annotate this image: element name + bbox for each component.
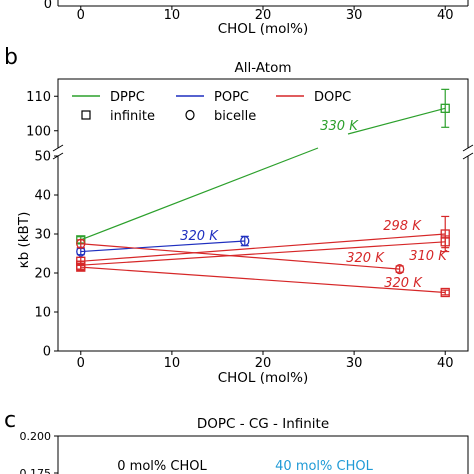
legend-label-popc: POPC (214, 90, 249, 105)
legend-label-dppc: DPPC (110, 90, 145, 105)
legend-label-infinite: infinite (110, 109, 155, 124)
top-x-tick-label: 30 (346, 8, 363, 23)
panel-b-title: All-Atom (234, 60, 291, 76)
x-tick-label: 10 (164, 356, 181, 371)
lower-y-tick-label: 0 (43, 345, 51, 360)
panel-c-annotation-0-chol: 0 mol% CHOL (117, 459, 207, 474)
axis-break-mark (462, 152, 474, 160)
panel-c-axes-frame (57, 435, 469, 474)
upper-axes-frame (57, 78, 469, 148)
lower-y-tick-label: 20 (34, 267, 51, 282)
data-point-circle (240, 235, 250, 247)
upper-y-tick-label: 100 (26, 124, 51, 139)
panel-c-y-tick-label: 0.200 (20, 430, 52, 443)
lower-y-tick-label: 10 (34, 306, 51, 321)
series-temperature-label: 320 K (346, 251, 385, 266)
legend-circle-marker (185, 109, 195, 121)
data-point-square (440, 103, 450, 113)
data-point-square (76, 262, 86, 272)
series-line (80, 147, 319, 241)
top-x-tick-label: 20 (255, 8, 272, 23)
series-line (80, 266, 446, 294)
axis-break-mark (52, 144, 64, 152)
axis-break-mark (462, 144, 474, 152)
panel-c-cg-chart: c DOPC - CG - Infinite 0.200 0.175 0 mol% CH… (4, 408, 469, 474)
series-temperature-label: 320 K (384, 276, 423, 291)
series-line (347, 107, 446, 135)
lower-y-tick-label: 50 (34, 150, 51, 165)
lower-y-tick-label: 30 (34, 228, 51, 243)
panel-c-annotation-40-chol: 40 mol% CHOL (275, 459, 373, 474)
upper-y-tick-label: 110 (26, 90, 51, 105)
data-point-square (440, 237, 450, 247)
top-x-tick-label: 40 (437, 8, 454, 23)
data-point-square (440, 287, 450, 298)
series-temperature-label: 310 K (409, 249, 448, 264)
top-x-tick-label: 10 (164, 8, 181, 23)
series-line (80, 240, 245, 253)
panel-c-y-tick-label: 0.175 (20, 467, 52, 474)
data-point-circle (395, 263, 405, 275)
series-temperature-label: 320 K (180, 229, 219, 244)
legend-label-bicelle: bicelle (214, 109, 256, 124)
lower-y-tick-label: 40 (34, 189, 51, 204)
legend-label-dopc: DOPC (314, 90, 351, 105)
x-tick-label: 0 (77, 356, 85, 371)
top-x-axis-title: CHOL (mol%) (218, 21, 309, 37)
data-point-circle (76, 238, 86, 249)
x-axis-title: CHOL (mol%) (218, 370, 309, 386)
series-line (80, 241, 446, 266)
panel-c-title: DOPC - CG - Infinite (197, 416, 329, 432)
top-x-tick-label: 0 (77, 8, 85, 23)
top-panel-fragment: 0 0 10 20 30 40 CHOL (mol%) (44, 0, 469, 37)
panel-b-letter: b (4, 45, 18, 70)
series-temperature-label: 298 K (383, 219, 422, 234)
series-temperature-label: 330 K (320, 119, 359, 134)
x-tick-label: 20 (255, 356, 272, 371)
x-tick-label: 30 (346, 356, 363, 371)
legend-square-marker (81, 110, 91, 120)
series-line (80, 233, 446, 262)
top-y-tick-label: 0 (44, 0, 52, 12)
x-tick-label: 40 (437, 356, 454, 371)
y-axis-title: κb (kBT) (16, 212, 32, 269)
panel-c-letter: c (4, 408, 16, 433)
series-line (80, 243, 400, 270)
panel-b-all-atom-chart: b All-Atom 100 110 0 10 20 30 40 50 0 10 20 30 40 CHOL … (4, 45, 474, 386)
